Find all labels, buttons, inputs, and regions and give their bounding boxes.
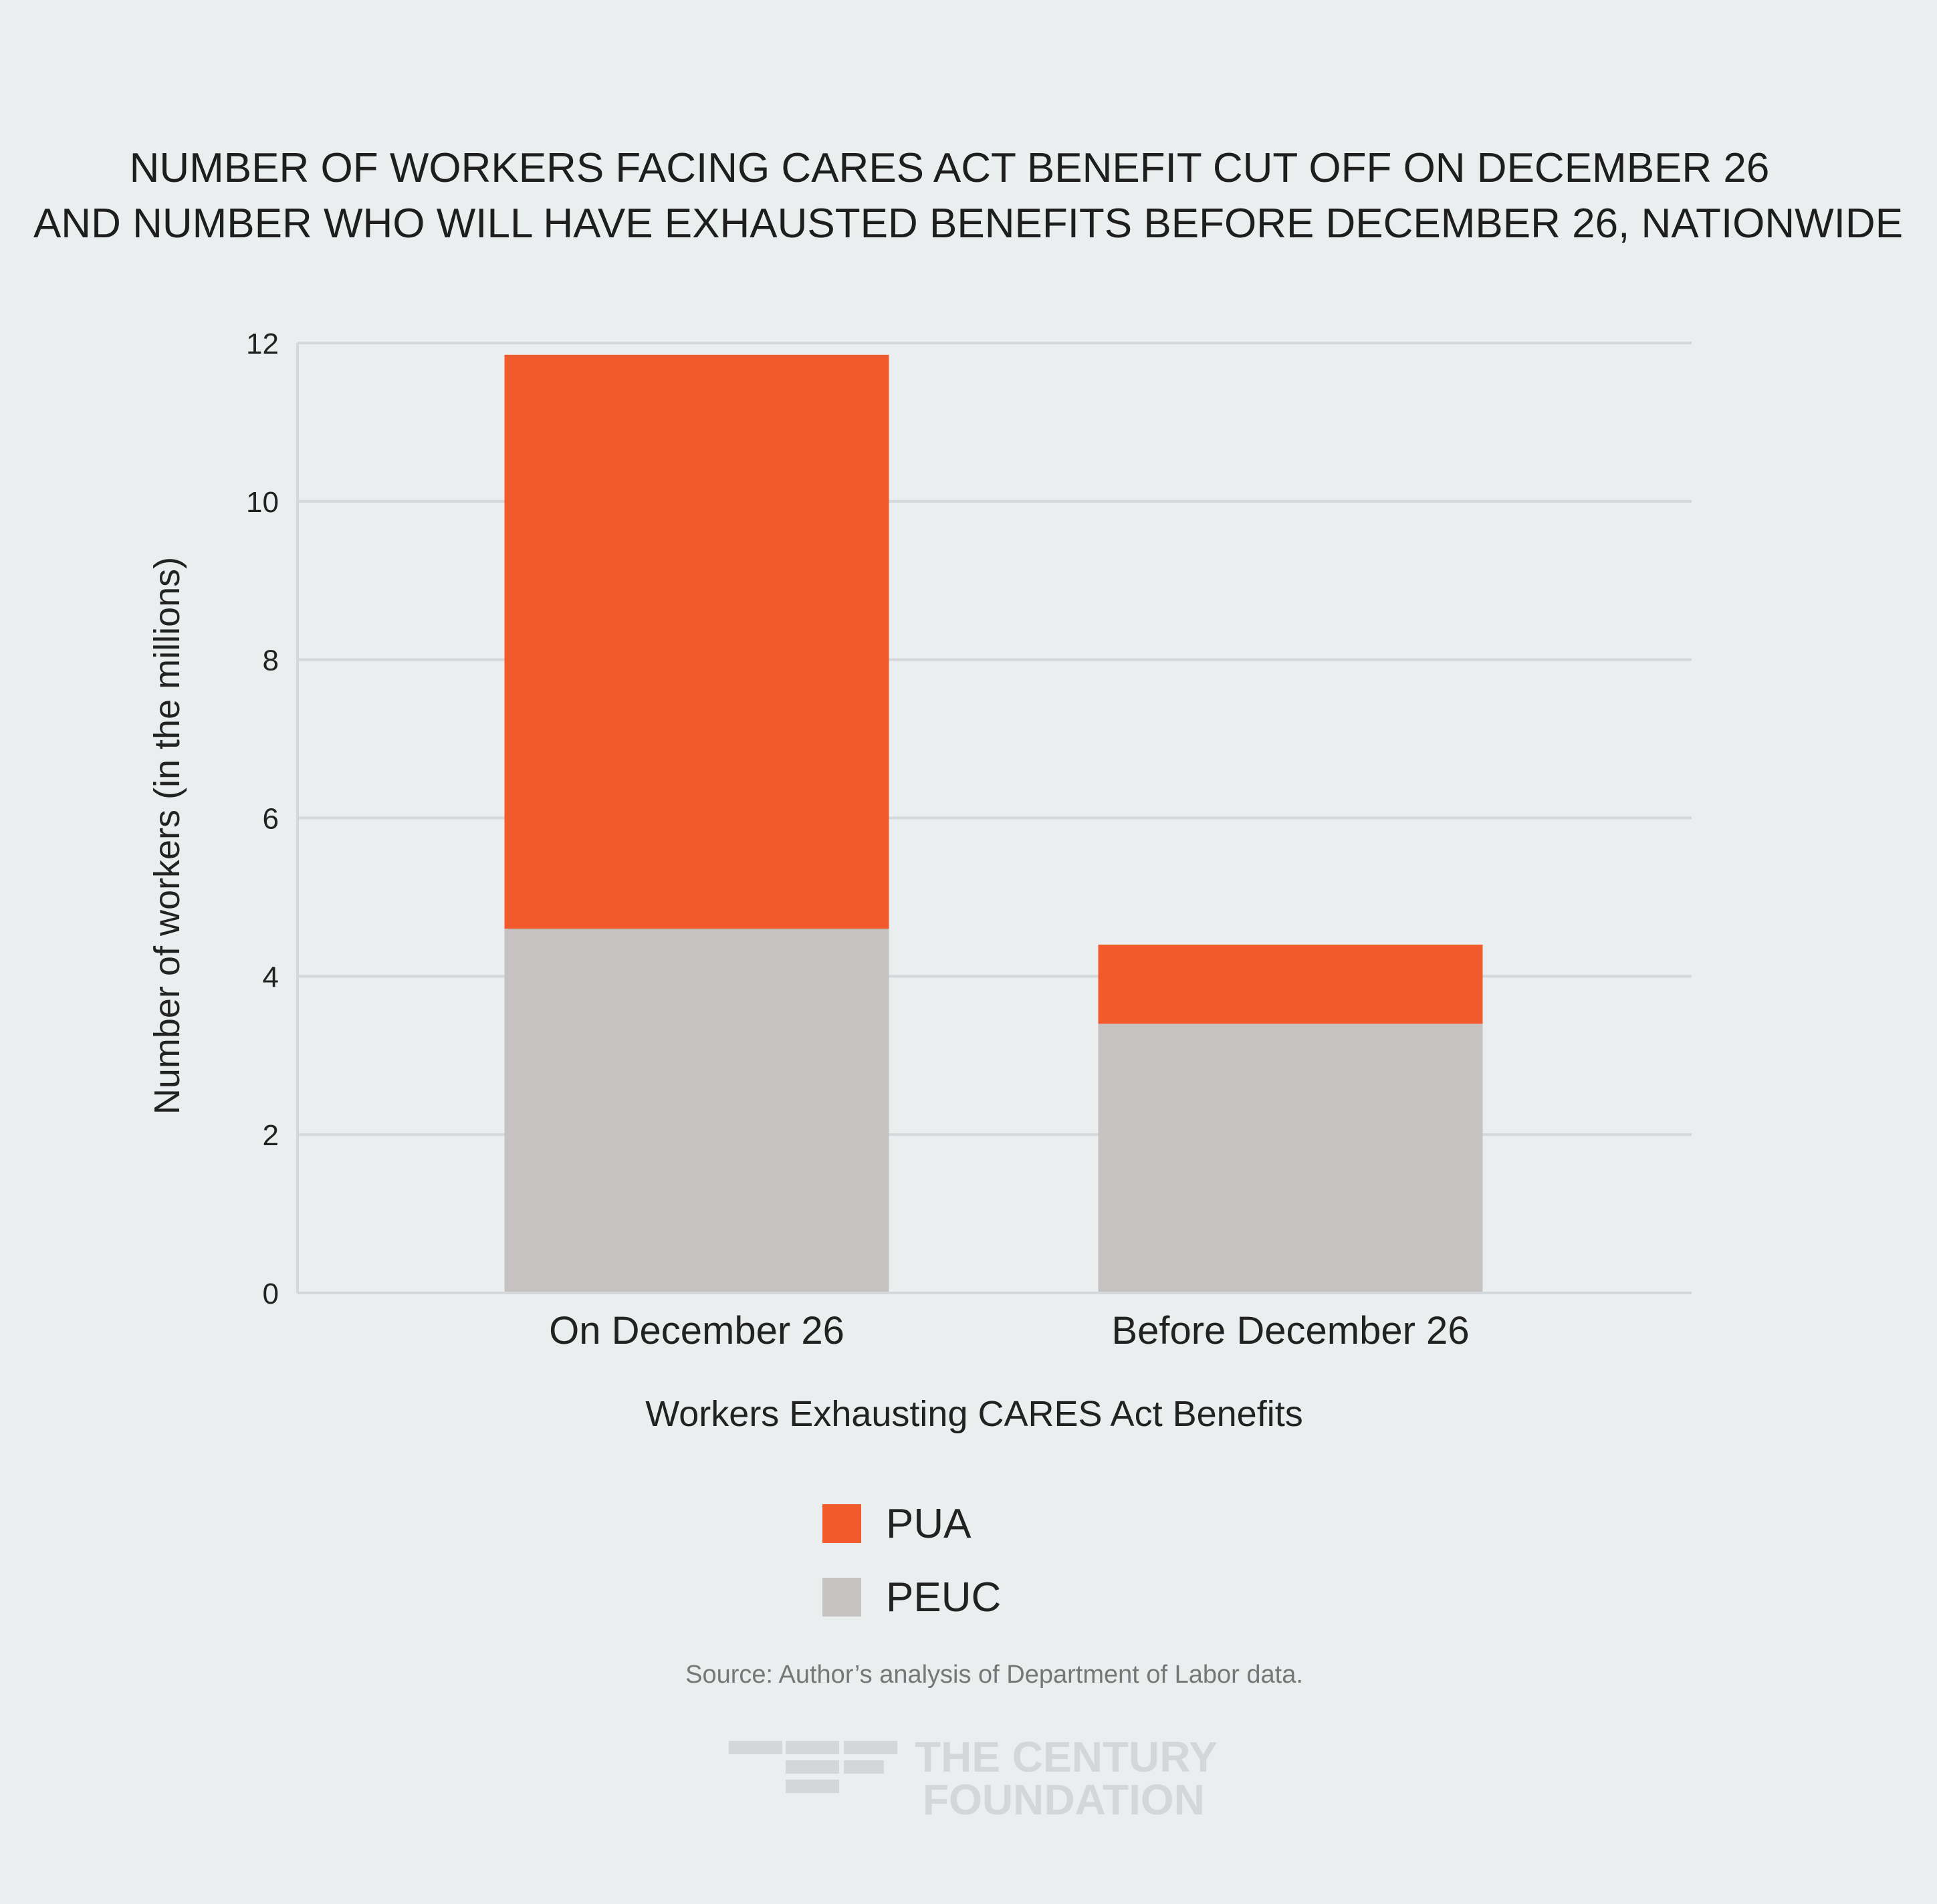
legend-swatch-peuc [822,1578,861,1617]
y-tick-labels: 0 2 4 6 8 10 12 [246,328,279,1310]
legend-label-pua: PUA [886,1501,972,1547]
x-category-label-1: Before December 26 [1111,1309,1469,1352]
y-tick-label-4: 4 [263,961,279,993]
y-tick-label-2: 2 [263,1119,279,1152]
x-axis-title: Workers Exhausting CARES Act Benefits [645,1394,1302,1434]
legend-swatch-pua [822,1504,861,1543]
x-category-labels: On December 26 Before December 26 [549,1309,1469,1352]
x-category-label-0: On December 26 [549,1309,844,1352]
bars [504,354,1483,1293]
legend-label-peuc: PEUC [886,1574,1001,1621]
bar-pua-0 [504,354,889,929]
y-axis-title: Number of workers (in the millions) [147,557,187,1114]
bar-peuc-0 [504,929,889,1293]
axes [296,343,1692,1294]
bar-pua-1 [1098,944,1483,1024]
chart-title-line-1: NUMBER OF WORKERS FACING CARES ACT BENEF… [130,145,1770,191]
y-tick-label-10: 10 [246,486,279,519]
bar-peuc-1 [1098,1024,1483,1293]
y-tick-label-12: 12 [246,328,279,360]
logo-text-line-2: FOUNDATION [923,1776,1205,1824]
y-tick-label-8: 8 [263,644,279,677]
legend: PUA PEUC [822,1501,1001,1621]
y-tick-label-0: 0 [263,1278,279,1310]
logo-text-line-1: THE CENTURY [915,1733,1218,1781]
century-foundation-logo: THE CENTURY FOUNDATION [729,1733,1218,1824]
chart-title-line-2: AND NUMBER WHO WILL HAVE EXHAUSTED BENEF… [33,201,1903,247]
y-tick-label-6: 6 [263,803,279,836]
source-note: Source: Author’s analysis of Department … [685,1661,1303,1689]
